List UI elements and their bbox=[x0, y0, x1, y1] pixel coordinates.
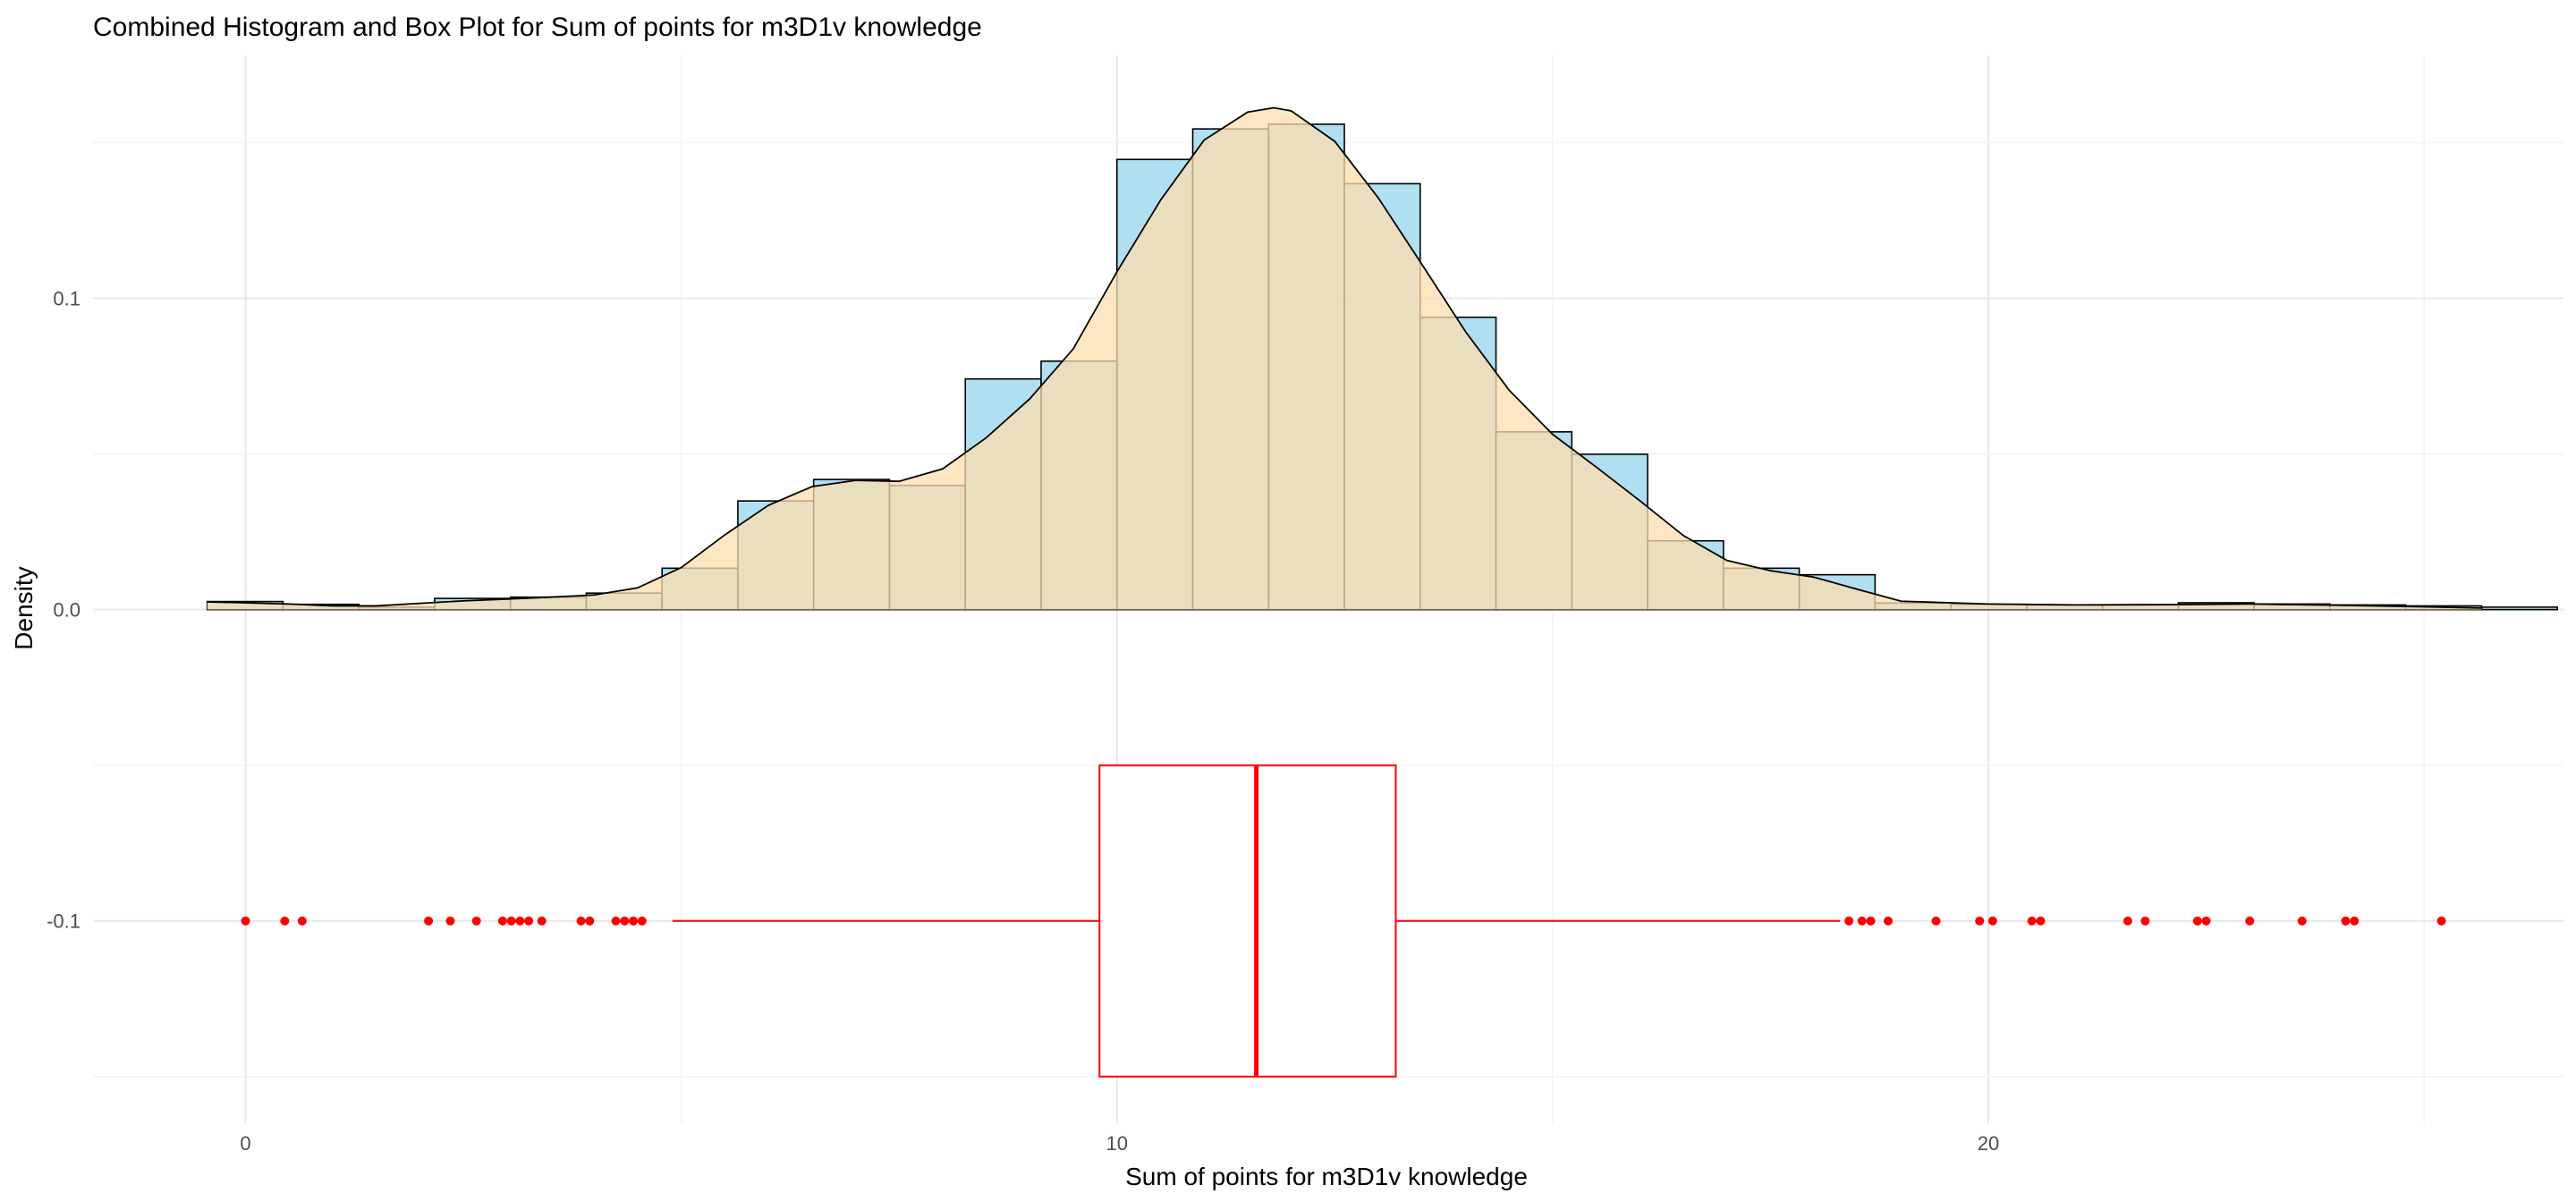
x-tick-label: 0 bbox=[240, 1132, 250, 1155]
y-tick-label: 0.1 bbox=[53, 288, 80, 310]
box-outlier-point bbox=[424, 916, 434, 926]
box-outlier-point bbox=[506, 916, 516, 926]
box-outlier-point bbox=[620, 916, 630, 926]
x-tick-label: 10 bbox=[1106, 1132, 1128, 1155]
box-outlier-point bbox=[2341, 916, 2351, 926]
box-outlier-point bbox=[1931, 916, 1941, 926]
box-outlier-point bbox=[1857, 916, 1867, 926]
box-outlier-point bbox=[241, 916, 250, 926]
box-outlier-point bbox=[2297, 916, 2307, 926]
boxplot-layer bbox=[241, 764, 2446, 1078]
box-outlier-point bbox=[1844, 916, 1854, 926]
box-outlier-point bbox=[2436, 916, 2446, 926]
box-outlier-point bbox=[280, 916, 290, 926]
box-outlier-point bbox=[2140, 916, 2150, 926]
box-outlier-point bbox=[2123, 916, 2132, 926]
box-outlier-point bbox=[537, 916, 547, 926]
y-axis-label: Density bbox=[10, 566, 38, 649]
box-outlier-point bbox=[445, 916, 455, 926]
box-outlier-point bbox=[585, 916, 595, 926]
box-outlier-point bbox=[2245, 916, 2255, 926]
box-outlier-point bbox=[471, 916, 481, 926]
density-area bbox=[207, 107, 2482, 610]
box-outlier-point bbox=[2027, 916, 2037, 926]
box-outlier-point bbox=[637, 916, 647, 926]
box-outlier-point bbox=[1883, 916, 1893, 926]
density-curve bbox=[207, 106, 2482, 609]
box-outlier-point bbox=[2350, 916, 2360, 926]
box-outlier-point bbox=[497, 916, 507, 926]
box-outlier-point bbox=[297, 916, 307, 926]
density-layer bbox=[207, 106, 2482, 610]
box-outlier-point bbox=[515, 916, 525, 926]
box-outlier-point bbox=[1975, 916, 1985, 926]
box-outlier-point bbox=[611, 916, 621, 926]
box-outlier-point bbox=[1987, 916, 1997, 926]
box-outlier-point bbox=[2036, 916, 2046, 926]
x-axis-label: Sum of points for m3D1v knowledge bbox=[1125, 1163, 1528, 1190]
box-iqr bbox=[1098, 764, 1397, 1078]
box-outlier-point bbox=[2192, 916, 2202, 926]
box-outlier-point bbox=[576, 916, 586, 926]
box-outlier-point bbox=[1866, 916, 1876, 926]
box-outlier-point bbox=[629, 916, 639, 926]
box-outlier-point bbox=[2201, 916, 2211, 926]
chart-title: Combined Histogram and Box Plot for Sum … bbox=[93, 13, 982, 42]
y-tick-label: 0.0 bbox=[53, 599, 80, 622]
y-tick-label: -0.1 bbox=[47, 910, 80, 933]
histogram-bar bbox=[2480, 606, 2558, 611]
x-tick-label: 20 bbox=[1978, 1132, 1999, 1155]
box-outlier-point bbox=[524, 916, 534, 926]
tick-layer: 0 10 20 0.1 0.0 -0.1 bbox=[47, 288, 1999, 1155]
